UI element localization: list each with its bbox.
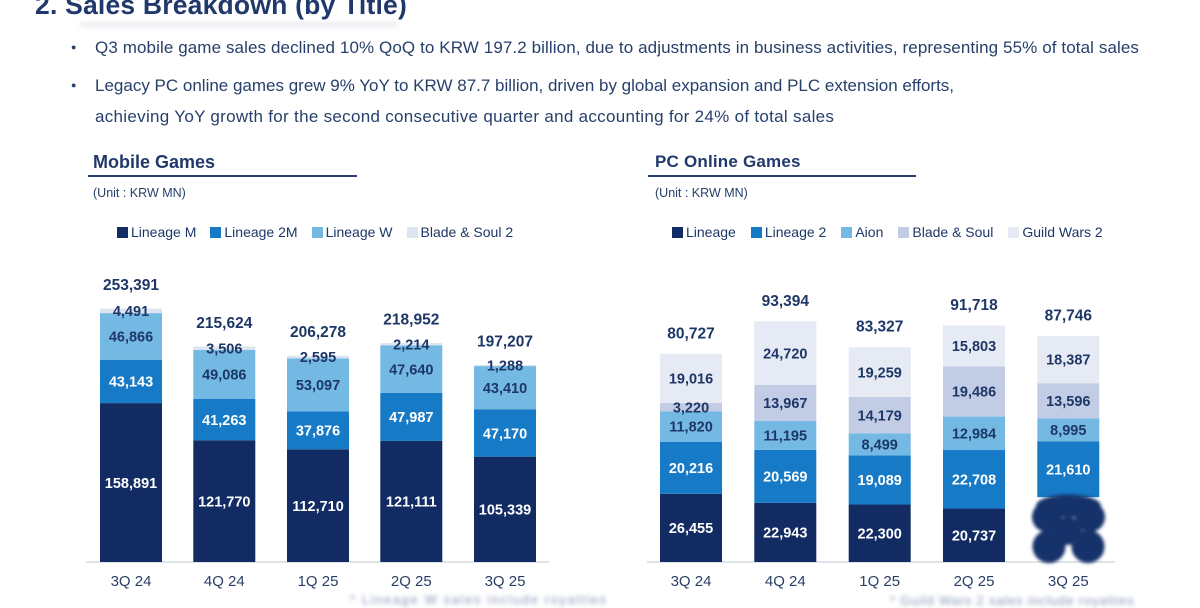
svg-text:8,995: 8,995 — [1050, 423, 1086, 439]
svg-text:26,455: 26,455 — [669, 521, 713, 537]
svg-text:197,207: 197,207 — [477, 333, 533, 350]
svg-text:158,891: 158,891 — [105, 476, 157, 492]
svg-text:253,391: 253,391 — [103, 277, 159, 294]
svg-text:13,596: 13,596 — [1046, 394, 1090, 410]
svg-text:3Q 24: 3Q 24 — [671, 573, 712, 590]
svg-text:47,987: 47,987 — [389, 410, 433, 426]
svg-text:49,086: 49,086 — [202, 368, 246, 384]
svg-text:20,216: 20,216 — [669, 461, 713, 477]
svg-text:15,803: 15,803 — [952, 339, 996, 355]
svg-text:2Q 25: 2Q 25 — [954, 573, 995, 590]
svg-text:22,708: 22,708 — [952, 473, 996, 489]
svg-text:19,486: 19,486 — [952, 385, 996, 401]
svg-text:2,595: 2,595 — [300, 350, 336, 366]
svg-text:19,259: 19,259 — [858, 365, 902, 381]
svg-text:3Q 25: 3Q 25 — [485, 573, 526, 590]
svg-text:4Q 24: 4Q 24 — [765, 573, 806, 590]
svg-text:91,718: 91,718 — [950, 297, 998, 314]
svg-text:1,288: 1,288 — [487, 359, 523, 375]
svg-text:3Q 25: 3Q 25 — [1048, 573, 1089, 590]
svg-text:20,569: 20,569 — [763, 470, 807, 486]
svg-text:3Q 24: 3Q 24 — [111, 573, 152, 590]
svg-text:12,984: 12,984 — [952, 427, 996, 443]
svg-text:53,097: 53,097 — [296, 378, 340, 394]
svg-text:218,952: 218,952 — [383, 312, 439, 329]
svg-text:3,506: 3,506 — [206, 341, 242, 357]
svg-text:4,491: 4,491 — [113, 304, 149, 320]
svg-text:24,720: 24,720 — [763, 346, 807, 362]
svg-text:22,300: 22,300 — [858, 527, 902, 543]
svg-text:43,143: 43,143 — [109, 375, 153, 391]
svg-text:93,394: 93,394 — [762, 293, 810, 310]
svg-text:1Q 25: 1Q 25 — [859, 573, 900, 590]
svg-text:121,111: 121,111 — [386, 495, 437, 511]
svg-text:19,089: 19,089 — [858, 473, 902, 489]
svg-text:4Q 24: 4Q 24 — [204, 573, 245, 590]
svg-text:3,220: 3,220 — [673, 400, 709, 416]
svg-text:11,195: 11,195 — [764, 429, 808, 445]
svg-text:47,640: 47,640 — [389, 362, 433, 378]
svg-text:18,387: 18,387 — [1046, 353, 1090, 369]
svg-text:46,866: 46,866 — [109, 330, 153, 346]
svg-text:121,770: 121,770 — [198, 494, 250, 510]
svg-text:112,710: 112,710 — [292, 499, 344, 515]
svg-text:87,746: 87,746 — [1045, 307, 1093, 324]
svg-text:37,876: 37,876 — [296, 424, 340, 440]
svg-text:20,737: 20,737 — [952, 529, 996, 545]
svg-text:206,278: 206,278 — [290, 324, 346, 341]
svg-text:19,016: 19,016 — [669, 372, 713, 388]
svg-text:83,327: 83,327 — [856, 319, 903, 336]
svg-text:2,214: 2,214 — [393, 337, 429, 353]
svg-text:11,820: 11,820 — [669, 420, 713, 436]
svg-text:41,263: 41,263 — [202, 413, 246, 429]
svg-text:1Q 25: 1Q 25 — [298, 573, 339, 590]
svg-text:215,624: 215,624 — [196, 315, 252, 332]
svg-text:80,727: 80,727 — [667, 325, 714, 342]
svg-text:47,170: 47,170 — [483, 426, 527, 442]
svg-text:43,410: 43,410 — [483, 381, 527, 397]
svg-text:21,610: 21,610 — [1046, 463, 1090, 479]
svg-text:14,179: 14,179 — [858, 408, 902, 424]
svg-text:22,943: 22,943 — [763, 526, 807, 542]
svg-text:13,967: 13,967 — [763, 396, 807, 412]
svg-text:105,339: 105,339 — [479, 503, 531, 519]
svg-text:8,499: 8,499 — [862, 438, 898, 454]
svg-text:2Q 25: 2Q 25 — [391, 573, 432, 590]
